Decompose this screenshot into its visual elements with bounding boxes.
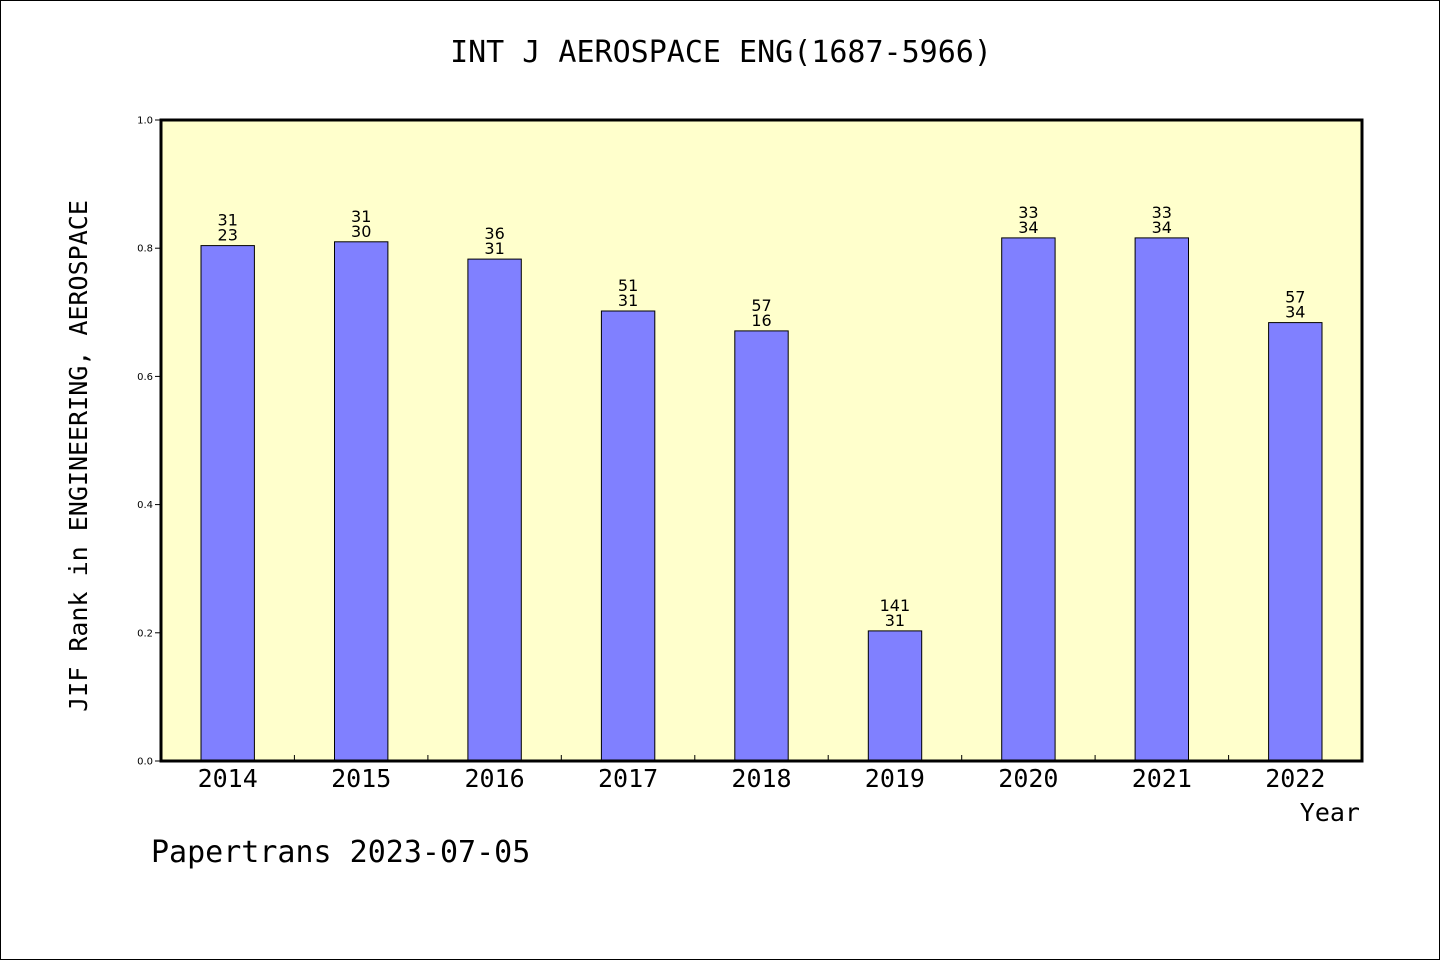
bar-2020 (1001, 237, 1056, 762)
bar-label-bottom-2018: 16 (751, 311, 771, 330)
bar-label-top-2015: 31 (351, 207, 371, 226)
bar-label-bottom-2021: 34 (1152, 218, 1172, 237)
y-tick-label: 0.0 (137, 757, 153, 768)
x-tick-label-2014: 2014 (198, 764, 258, 793)
x-tick-label-2017: 2017 (598, 764, 658, 793)
x-tick-label-2020: 2020 (998, 764, 1058, 793)
y-tick-label: 0.8 (137, 244, 153, 255)
bar-label-top-2021: 33 (1152, 203, 1172, 222)
x-axis-label: Year (1300, 798, 1360, 827)
x-axis: 2014 2015 2016 2017 2018 2019 2020 2021 2022 (198, 755, 1325, 793)
plot-border (159, 118, 1364, 763)
y-tick-label: 0.4 (137, 500, 153, 511)
y-tick-label: 1.0 (137, 116, 153, 127)
y-axis-label: JIF Rank in ENGINEERING, AEROSPACE (64, 200, 93, 712)
bar-label-bottom-2020: 34 (1018, 218, 1038, 237)
x-tick-label-2021: 2021 (1132, 764, 1192, 793)
bar-2016 (467, 258, 522, 762)
bar-2021 (1134, 237, 1189, 762)
bar-label-bottom-2015: 30 (351, 222, 371, 241)
bar-2022 (1268, 322, 1323, 762)
chart-title: INT J AEROSPACE ENG(1687-5966) (450, 35, 992, 70)
bar-label-bottom-2022: 34 (1285, 303, 1305, 322)
bars-group (200, 237, 1323, 762)
y-tick-label: 0.6 (137, 372, 153, 383)
bar-2018 (734, 330, 789, 762)
bar-label-top-2017: 51 (618, 276, 638, 295)
x-tick-label-2022: 2022 (1265, 764, 1325, 793)
bar-label-bottom-2019: 31 (885, 611, 905, 630)
bar-label-top-2016: 36 (484, 224, 504, 243)
bar-label-top-2019: 141 (880, 596, 911, 615)
bar-label-bottom-2014: 23 (218, 226, 238, 245)
bar-label-bottom-2016: 31 (484, 239, 504, 258)
y-tick-label: 0.2 (137, 628, 153, 639)
bar-label-top-2022: 57 (1285, 288, 1305, 307)
bar-2019 (867, 630, 923, 762)
bar-2014 (200, 245, 255, 762)
x-tick-label-2016: 2016 (464, 764, 524, 793)
bar-label-top-2020: 33 (1018, 203, 1038, 222)
x-tick-label-2015: 2015 (331, 764, 391, 793)
bar-2015 (334, 241, 389, 762)
bar-label-top-2014: 31 (218, 211, 238, 230)
x-tick-label-2018: 2018 (731, 764, 791, 793)
footer-credit: Papertrans 2023-07-05 (151, 835, 531, 870)
bar-label-bottom-2017: 31 (618, 291, 638, 310)
x-tick-label-2019: 2019 (865, 764, 925, 793)
y-axis: 0.0 0.2 0.4 0.6 0.8 1.0 (137, 116, 161, 768)
bar-2017 (600, 310, 656, 762)
bar-label-top-2018: 57 (751, 296, 771, 315)
